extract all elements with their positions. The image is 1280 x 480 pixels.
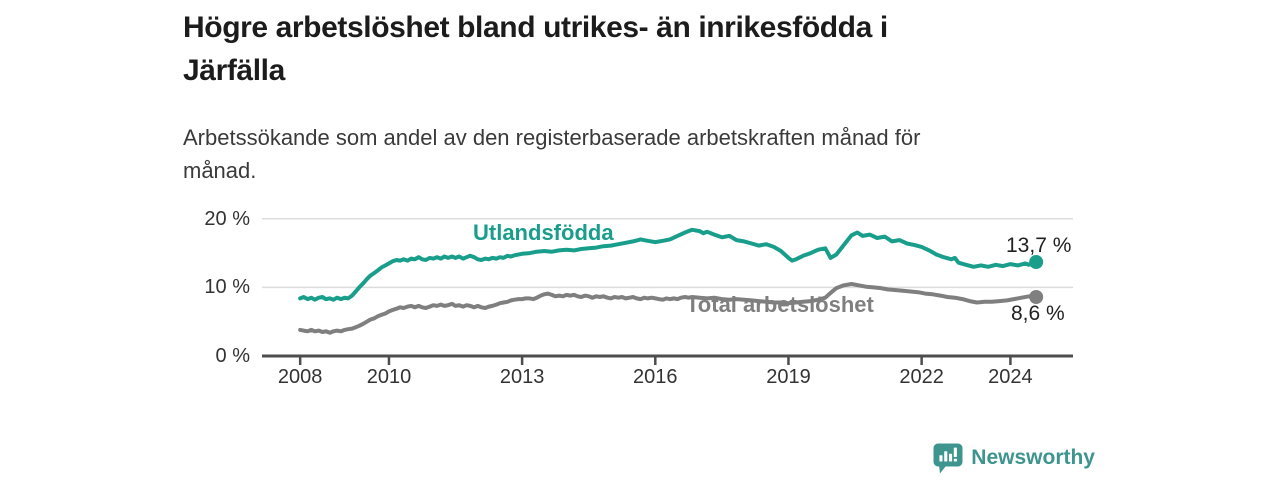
x-tick-label: 2016 (633, 366, 678, 388)
newsworthy-logo: Newsworthy (933, 442, 1095, 474)
bar-chart-speech-bubble-icon (933, 443, 963, 473)
series-line-total-arbetsl-shet (298, 282, 1039, 335)
end-value-label-total: 8,6 % (1011, 302, 1065, 325)
chart-subtitle-line2: månad. (183, 158, 257, 183)
x-tick-label: 2019 (766, 366, 811, 388)
y-tick-label: 0 % (215, 345, 250, 367)
chart-title-line2: Järfälla (183, 54, 285, 87)
series-end-dot (1029, 290, 1044, 305)
y-tick-label: 20 % (204, 207, 250, 230)
series-end-dot (1029, 255, 1044, 270)
series-line-utlandsf-dda (298, 227, 1039, 302)
x-tick-label: 2024 (988, 366, 1033, 388)
end-value-label-utlandsfodda: 13,7 % (1006, 234, 1072, 257)
x-tick-label: 2013 (499, 366, 545, 388)
y-tick-label: 10 % (204, 276, 250, 299)
chart-title: Högre arbetslöshet bland utrikes- än inr… (183, 6, 888, 92)
chart-title-line1: Högre arbetslöshet bland utrikes- än inr… (183, 11, 888, 44)
chart-subtitle-line1: Arbetssökande som andel av den registerb… (183, 125, 921, 150)
newsworthy-logo-text: Newsworthy (971, 446, 1095, 469)
series-label-utlandsfodda: Utlandsfödda (473, 220, 614, 245)
x-tick-label: 2008 (277, 366, 323, 388)
chart-subtitle: Arbetssökande som andel av den registerb… (183, 121, 920, 187)
series-label-total-arbetsloshet: Total arbetslöshet (686, 292, 874, 317)
x-tick-label: 2022 (899, 366, 944, 388)
x-tick-label: 2010 (366, 366, 412, 388)
